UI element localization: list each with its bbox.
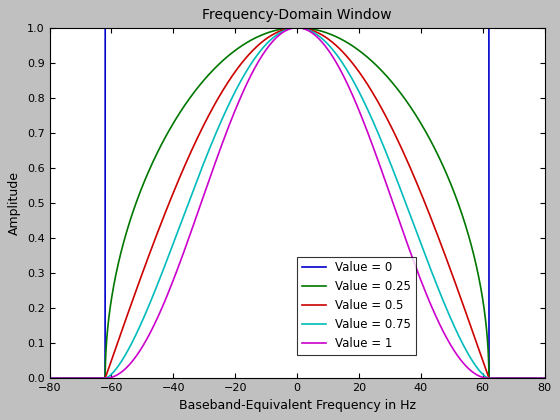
- Value = 1: [293, 25, 300, 30]
- Value = 1: [254, 60, 261, 66]
- Value = 0.25: [258, 33, 265, 38]
- Value = 0.25: [46, 376, 53, 381]
- Value = 1: [502, 376, 508, 381]
- Value = 0.25: [293, 25, 300, 30]
- Value = 1: [526, 376, 533, 381]
- Value = 0: [526, 376, 533, 381]
- Value = 0.5: [281, 27, 288, 32]
- Value = 0.5: [542, 376, 548, 381]
- Value = 1: [542, 376, 548, 381]
- Value = 0.5: [46, 376, 53, 381]
- Y-axis label: Amplitude: Amplitude: [8, 171, 21, 235]
- Line: Value = 0: Value = 0: [49, 28, 545, 378]
- Value = 0.5: [254, 43, 261, 48]
- Value = 0.5: [502, 376, 508, 381]
- Value = 0: [282, 25, 288, 30]
- Value = 0.25: [526, 376, 533, 381]
- Value = 1: [46, 376, 53, 381]
- Value = 0: [258, 25, 265, 30]
- Value = 0.5: [406, 163, 413, 168]
- Value = 0.75: [281, 28, 288, 33]
- Value = 0.75: [254, 52, 261, 57]
- Line: Value = 0.75: Value = 0.75: [49, 28, 545, 378]
- Value = 0: [406, 25, 413, 30]
- Value = 1: [258, 54, 265, 59]
- Line: Value = 1: Value = 1: [49, 28, 545, 378]
- Value = 0.75: [293, 25, 300, 30]
- Value = 0: [254, 25, 261, 30]
- Value = 0.25: [281, 26, 288, 31]
- Value = 0: [102, 25, 109, 30]
- Line: Value = 0.5: Value = 0.5: [49, 28, 545, 378]
- Value = 0.5: [526, 376, 533, 381]
- Value = 1: [406, 247, 413, 252]
- Value = 0.25: [542, 376, 548, 381]
- X-axis label: Baseband-Equivalent Frequency in Hz: Baseband-Equivalent Frequency in Hz: [179, 399, 416, 412]
- Value = 0.25: [406, 102, 413, 108]
- Value = 0.25: [254, 34, 261, 39]
- Value = 0: [46, 376, 53, 381]
- Value = 0.5: [293, 25, 300, 30]
- Value = 1: [281, 29, 288, 34]
- Value = 0.75: [502, 376, 508, 381]
- Value = 0: [502, 376, 508, 381]
- Value = 0.75: [406, 210, 413, 215]
- Value = 0.25: [502, 376, 508, 381]
- Value = 0.75: [258, 47, 265, 52]
- Legend: Value = 0, Value = 0.25, Value = 0.5, Value = 0.75, Value = 1: Value = 0, Value = 0.25, Value = 0.5, Va…: [297, 257, 416, 355]
- Value = 0.75: [526, 376, 533, 381]
- Value = 0: [542, 376, 548, 381]
- Line: Value = 0.25: Value = 0.25: [49, 28, 545, 378]
- Value = 0.75: [542, 376, 548, 381]
- Title: Frequency-Domain Window: Frequency-Domain Window: [202, 8, 392, 22]
- Value = 0.75: [46, 376, 53, 381]
- Value = 0.5: [258, 40, 265, 45]
